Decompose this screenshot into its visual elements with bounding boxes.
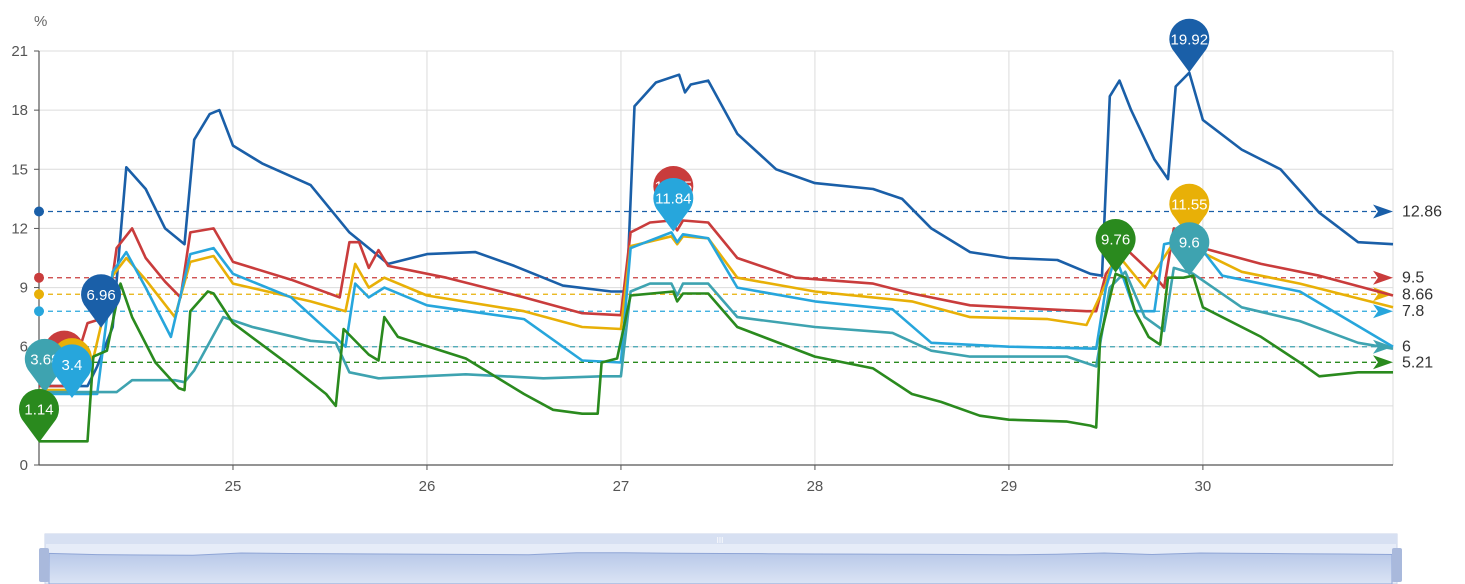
x-tick-label: 28 [807, 478, 824, 495]
mark-point-label: 3.4 [62, 357, 83, 374]
series-line [39, 266, 1394, 394]
mark-point-label: 11.84 [655, 191, 691, 208]
mark-point-label: 6.96 [86, 287, 115, 304]
mark-line-arrow-icon [1373, 204, 1393, 219]
mark-point-pin[interactable]: 9.76 [1095, 219, 1136, 273]
y-axis-unit-label: % [34, 13, 47, 30]
data-zoom-right-handle[interactable] [1392, 548, 1402, 582]
mark-point-pin[interactable]: 3.4 [51, 344, 92, 398]
mark-line-label: 7.8 [1402, 303, 1424, 320]
y-tick-label: 18 [11, 102, 28, 119]
x-tick-label: 25 [225, 478, 242, 495]
mark-point-label: 11.55 [1171, 196, 1207, 213]
mark-point-pin-icon[interactable] [24, 338, 65, 393]
mark-point-pin[interactable]: 11.55 [1169, 183, 1210, 238]
x-tick-label: 30 [1195, 478, 1212, 495]
mark-point-pin[interactable]: 9.6 [1169, 222, 1210, 276]
mark-line-label: 12.86 [1402, 203, 1442, 220]
mark-point-label: 19.92 [1171, 31, 1209, 48]
mark-point-label: 9.76 [1101, 232, 1130, 249]
y-tick-label: 0 [20, 457, 28, 474]
y-tick-label: 12 [11, 220, 28, 237]
mark-point-pin-icon[interactable] [19, 388, 60, 443]
data-zoom-left-handle[interactable] [39, 548, 49, 582]
mark-point-pin[interactable]: 11.84 [653, 178, 694, 232]
data-zoom-drag-bar[interactable] [45, 534, 1397, 544]
y-tick-label: 6 [20, 339, 28, 356]
mark-point-pin[interactable]: 1.14 [19, 388, 60, 443]
series-line [39, 71, 1394, 388]
mark-point-pin[interactable]: 6.96 [81, 274, 122, 328]
mark-point-pin-icon[interactable] [1169, 183, 1210, 238]
data-zoom-grip-icon[interactable]: III [717, 536, 724, 545]
y-tick-label: 9 [20, 280, 28, 297]
x-tick-label: 29 [1001, 478, 1018, 495]
mark-points[interactable]: 19.9212.4511.8411.559.769.66.964.13.723.… [19, 18, 1210, 443]
mark-point-pin-icon[interactable] [1169, 222, 1210, 276]
mark-line-label: 9.5 [1402, 270, 1424, 287]
data-zoom-preview [48, 552, 1393, 584]
mark-point-label: 1.14 [24, 402, 53, 419]
series-line [39, 272, 1393, 443]
data-zoom-slider[interactable]: III [39, 533, 1402, 584]
x-tick-label: 26 [419, 478, 436, 495]
mark-point-pin-icon[interactable] [81, 274, 122, 328]
mark-point-label: 9.6 [1179, 235, 1200, 252]
mark-line-arrow-icon [1373, 270, 1393, 285]
mark-line-arrow-icon [1373, 355, 1393, 370]
mark-point-pin-icon[interactable] [1169, 18, 1210, 73]
mark-line-label: 6 [1402, 339, 1411, 356]
y-tick-label: 21 [11, 43, 28, 60]
mark-line-label: 5.21 [1402, 354, 1433, 371]
mark-point-pin-icon[interactable] [51, 344, 92, 398]
x-tick-label: 27 [613, 478, 630, 495]
mark-point-pin-icon[interactable] [653, 178, 694, 232]
mark-line-label: 8.66 [1402, 286, 1433, 303]
mark-line-arrow-icon [1373, 304, 1393, 319]
mark-point-pin-icon[interactable] [1095, 219, 1136, 273]
y-tick-label: 15 [11, 161, 28, 178]
mark-point-pin[interactable]: 19.92 [1169, 18, 1210, 73]
